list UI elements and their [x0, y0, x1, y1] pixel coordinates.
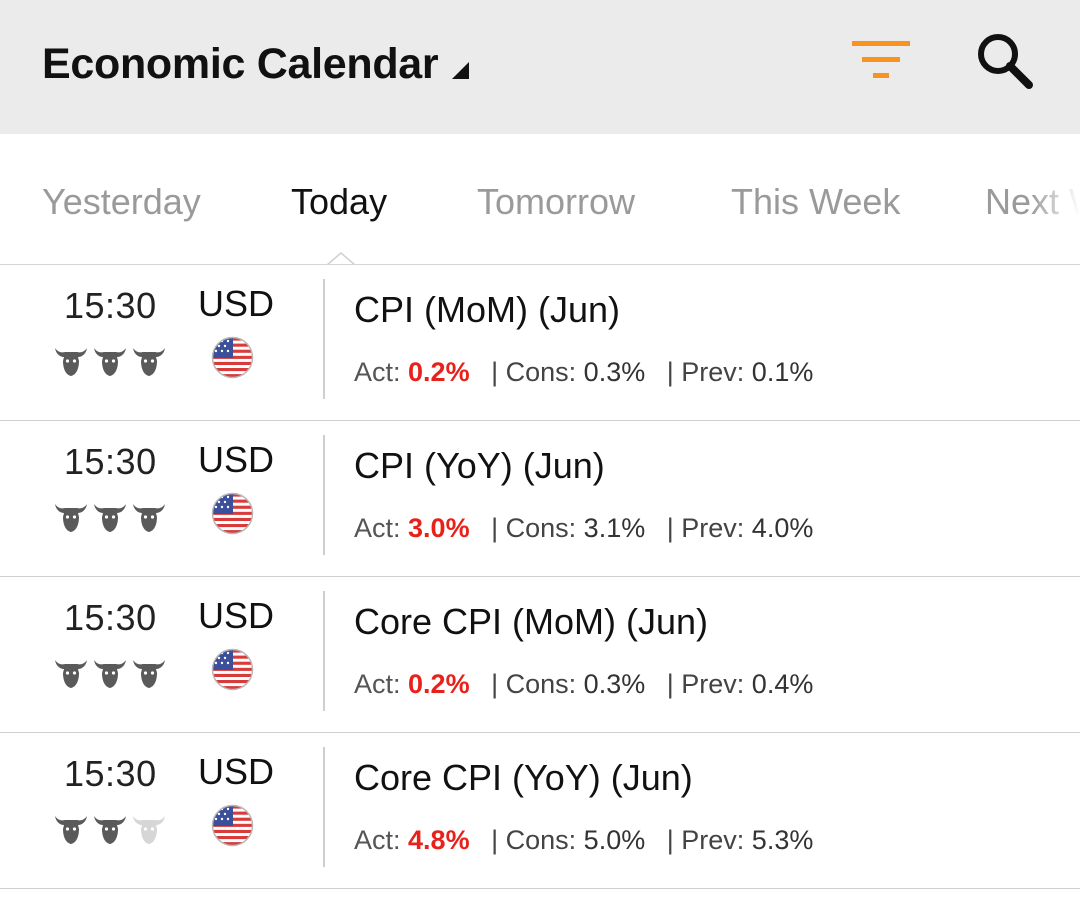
event-list: 15:30 USD CPI (MoM) (Jun) Act: 0.2% | Co…	[0, 265, 1080, 889]
event-row[interactable]: 15:30 USD CPI (MoM) (Jun) Act: 0.2% | Co…	[0, 265, 1080, 421]
previous-label: | Prev:	[666, 513, 745, 543]
date-tabs: Yesterday Today Tomorrow This Week Next …	[0, 134, 1080, 265]
actual-label: Act:	[354, 825, 401, 855]
previous-label: | Prev:	[666, 825, 745, 855]
importance-bulls	[55, 348, 165, 376]
consensus-value: 0.3%	[583, 669, 646, 699]
consensus-label: | Cons:	[491, 669, 577, 699]
bull-icon	[133, 660, 165, 688]
event-time: 15:30	[64, 441, 157, 482]
bull-icon	[94, 816, 126, 844]
event-currency: USD	[198, 439, 275, 480]
actual-label: Act:	[354, 357, 401, 387]
search-button[interactable]	[972, 30, 1038, 90]
bull-icon	[94, 348, 126, 376]
event-time: 15:30	[64, 597, 157, 638]
event-time: 15:30	[64, 753, 157, 794]
actual-value: 3.0%	[408, 513, 470, 543]
event-currency: USD	[198, 751, 275, 792]
consensus-value: 5.0%	[583, 825, 646, 855]
row-divider	[323, 435, 325, 555]
us-flag-icon	[211, 492, 254, 535]
us-flag-icon	[211, 804, 254, 847]
previous-value: 5.3%	[751, 825, 814, 855]
bull-icon	[94, 504, 126, 532]
consensus-value: 0.3%	[583, 357, 646, 387]
actual-value: 0.2%	[408, 669, 470, 699]
app-bar: Economic Calendar	[0, 0, 1080, 134]
event-values: Act: 3.0% | Cons: 3.1% | Prev: 4.0%	[354, 513, 813, 544]
actual-value: 0.2%	[408, 357, 470, 387]
active-tab-indicator	[327, 252, 355, 264]
tab-yesterday[interactable]: Yesterday	[42, 181, 201, 222]
tab-this-week[interactable]: This Week	[731, 181, 901, 222]
bull-icon	[133, 504, 165, 532]
event-name: Core CPI (YoY) (Jun)	[354, 757, 693, 798]
page-title[interactable]: Economic Calendar	[42, 40, 439, 88]
tabs-fade	[1030, 134, 1080, 264]
bull-icon	[133, 348, 165, 376]
search-icon	[978, 34, 1033, 89]
event-name: CPI (YoY) (Jun)	[354, 445, 605, 486]
tab-tomorrow[interactable]: Tomorrow	[477, 181, 636, 222]
row-divider	[323, 279, 325, 399]
event-row[interactable]: 15:30 USD Core CPI (MoM) (Jun) Act: 0.2%…	[0, 577, 1080, 733]
consensus-value: 3.1%	[583, 513, 646, 543]
tab-today[interactable]: Today	[291, 181, 388, 222]
importance-bulls	[55, 660, 165, 688]
us-flag-icon	[211, 336, 254, 379]
row-divider	[323, 591, 325, 711]
bull-icon	[55, 660, 87, 688]
actual-label: Act:	[354, 513, 401, 543]
previous-label: | Prev:	[666, 669, 745, 699]
event-name: Core CPI (MoM) (Jun)	[354, 601, 709, 642]
bull-icon	[133, 816, 165, 844]
event-time: 15:30	[64, 285, 157, 326]
actual-label: Act:	[354, 669, 401, 699]
consensus-label: | Cons:	[491, 357, 577, 387]
dropdown-caret-icon[interactable]	[452, 62, 469, 79]
importance-bulls	[55, 816, 165, 844]
us-flag-icon	[211, 648, 254, 691]
consensus-label: | Cons:	[491, 825, 577, 855]
bull-icon	[55, 504, 87, 532]
previous-label: | Prev:	[666, 357, 745, 387]
event-values: Act: 0.2% | Cons: 0.3% | Prev: 0.1%	[354, 357, 813, 388]
event-currency: USD	[198, 283, 275, 324]
consensus-label: | Cons:	[491, 513, 577, 543]
filter-icon	[852, 41, 910, 78]
row-divider	[323, 747, 325, 867]
filter-button[interactable]	[848, 38, 914, 84]
event-row[interactable]: 15:30 USD CPI (YoY) (Jun) Act: 3.0% | Co…	[0, 421, 1080, 577]
bull-icon	[94, 660, 126, 688]
previous-value: 0.4%	[751, 669, 814, 699]
previous-value: 0.1%	[751, 357, 814, 387]
previous-value: 4.0%	[751, 513, 814, 543]
event-currency: USD	[198, 595, 275, 636]
bull-icon	[55, 348, 87, 376]
actual-value: 4.8%	[408, 825, 470, 855]
bull-icon	[55, 816, 87, 844]
event-values: Act: 4.8% | Cons: 5.0% | Prev: 5.3%	[354, 825, 813, 856]
event-name: CPI (MoM) (Jun)	[354, 289, 621, 330]
importance-bulls	[55, 504, 165, 532]
event-row[interactable]: 15:30 USD Core CPI (YoY) (Jun) Act: 4.8%…	[0, 733, 1080, 889]
event-values: Act: 0.2% | Cons: 0.3% | Prev: 0.4%	[354, 669, 813, 700]
